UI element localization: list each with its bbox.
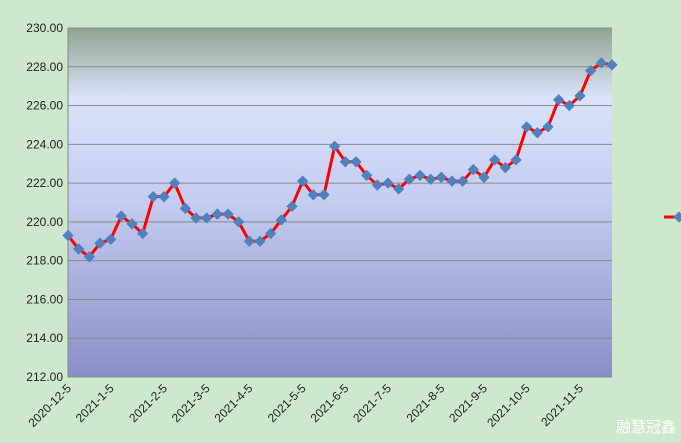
marker [201, 212, 213, 224]
marker [531, 127, 543, 139]
marker [414, 169, 426, 182]
x-tick-label: 2021-11-5 [538, 381, 586, 429]
marker [446, 175, 458, 187]
marker [222, 208, 234, 220]
marker [382, 177, 394, 189]
y-tick-label: 216.00 [26, 292, 63, 306]
marker [265, 227, 277, 240]
marker [489, 154, 501, 166]
y-tick-label: 224.00 [26, 137, 63, 151]
marker [158, 191, 170, 203]
marker [371, 179, 383, 191]
x-tick-label: 2021-9-5 [446, 381, 490, 425]
marker [329, 140, 341, 152]
marker [339, 156, 351, 168]
marker [286, 200, 298, 213]
x-tick-label: 2021-10-5 [484, 381, 533, 430]
x-tick-label: 2021-4-5 [212, 381, 256, 425]
marker [350, 156, 362, 168]
y-tick-label: 230.00 [26, 21, 63, 35]
marker [499, 161, 511, 174]
marker [361, 169, 373, 182]
x-tick-label: 2021-3-5 [169, 381, 213, 425]
x-tick-label: 2020-12-5 [26, 381, 75, 430]
marker [403, 173, 415, 185]
marker [425, 173, 437, 185]
x-tick-label: 2021-2-5 [126, 381, 170, 425]
marker [190, 212, 202, 224]
marker [147, 191, 159, 203]
marker [254, 235, 266, 247]
x-tick-label: 2021-7-5 [350, 381, 394, 425]
marker [179, 202, 191, 214]
marker [457, 175, 469, 187]
marker [243, 235, 255, 247]
marker [83, 251, 95, 263]
x-tick-label: 2021-6-5 [308, 381, 352, 425]
plot-area [68, 28, 612, 377]
x-tick-label: 2021-1-5 [73, 381, 117, 425]
marker [297, 175, 309, 187]
marker [478, 171, 490, 183]
x-tick-label: 2021-8-5 [404, 381, 448, 425]
legend-marker [673, 211, 681, 223]
y-tick-label: 226.00 [26, 99, 63, 113]
marker [318, 189, 330, 201]
marker [307, 189, 319, 201]
marker [435, 171, 447, 183]
marker [467, 163, 479, 176]
y-tick-label: 218.00 [26, 254, 63, 268]
x-tick-label: 2021-5-5 [265, 381, 309, 425]
y-tick-label: 220.00 [26, 215, 63, 229]
marker [169, 177, 181, 189]
y-tick-label: 212.00 [26, 370, 63, 384]
y-tick-label: 214.00 [26, 331, 63, 345]
marker [233, 216, 245, 228]
y-tick-label: 222.00 [26, 176, 63, 190]
marker [137, 227, 149, 240]
marker [393, 183, 405, 195]
y-tick-label: 228.00 [26, 60, 63, 74]
marker [275, 214, 287, 226]
marker [510, 154, 522, 166]
watermark: 融慧冠鑫 [616, 418, 676, 436]
marker [211, 208, 223, 220]
